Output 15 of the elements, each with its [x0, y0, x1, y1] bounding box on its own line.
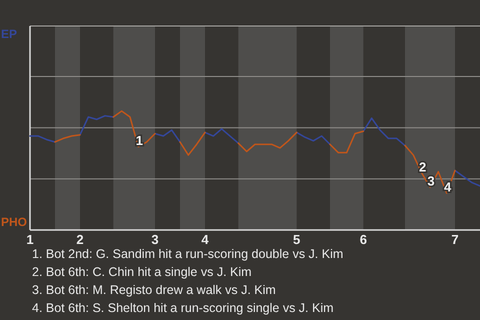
x-tick-label: 3	[151, 232, 159, 247]
text: 1. Bot 2nd: G. Sandim hit a run-scoring double vs J. Kim	[32, 247, 344, 261]
annotation: 2	[419, 159, 426, 174]
x-tick-label: 1	[26, 232, 34, 247]
annotation: 1	[136, 133, 143, 148]
x-tick-label: 4	[201, 232, 210, 247]
x-tick-label: 6	[360, 232, 367, 247]
x-tick-label: 5	[293, 232, 300, 247]
text: 3. Bot 6th: M. Registo drew a walk vs J. Kim	[32, 283, 276, 297]
x-tick-label: 2	[76, 232, 84, 247]
x-tick-label: 7	[451, 232, 459, 247]
text: PHO	[1, 215, 28, 229]
text: EP	[1, 27, 18, 41]
text: 4. Bot 6th: S. Shelton hit a run-scoring single vs J. Kim	[32, 301, 334, 315]
text: 2. Bot 6th: C. Chin hit a single vs J. Kim	[32, 265, 252, 279]
